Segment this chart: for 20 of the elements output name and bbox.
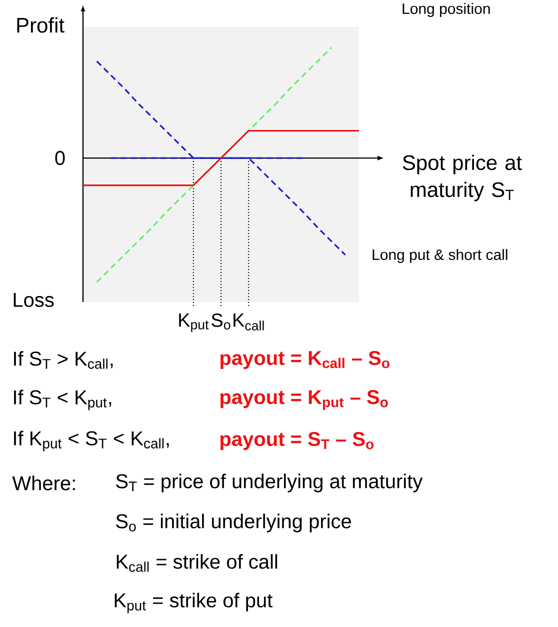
text: payout = K$_{call}$ – S$_{o}$: [220, 350, 390, 370]
text: Where:: [12, 476, 75, 490]
text: S$_{T}$ = price of underlying at maturity: [116, 474, 423, 492]
text: 0: [55, 150, 65, 166]
text: If S$_{T}$ > K$_{call}$,: [14, 351, 113, 369]
x-axis-title: Spot price at maturity S$_{T}$: [402, 154, 522, 202]
x-tick-label: K$_{put}$: [179, 314, 209, 332]
text: payout = K$_{put}$ – S$_{o}$: [220, 390, 388, 410]
x-tick-label: K$_{call}$: [234, 314, 264, 330]
text: If K$_{put}$ < S$_{T}$ < K$_{call}$,: [14, 430, 169, 452]
series-label: Long put & short call: [372, 249, 508, 263]
text: If S$_{T}$ < K$_{put}$,: [14, 390, 112, 410]
y-axis-title: Profit: [17, 17, 64, 33]
text: Loss: [14, 293, 54, 307]
text: S$_{o}$ = initial underlying price: [116, 514, 351, 532]
x-tick-label: S$_{o}$: [212, 314, 230, 330]
text: Long position: [402, 3, 490, 17]
text: K$_{put}$ = strike of put: [114, 592, 273, 614]
text: payout = S$_{T}$ – S$_{o}$: [220, 432, 374, 450]
text: K$_{call}$ = strike of call: [116, 554, 278, 572]
